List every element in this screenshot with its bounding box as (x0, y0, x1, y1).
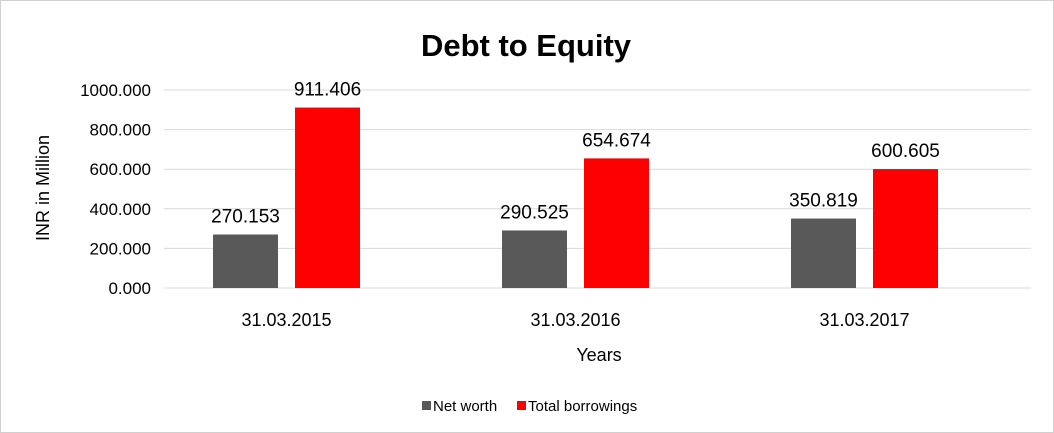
x-axis-categories: 31.03.2015 31.03.2016 31.03.2017 (241, 310, 909, 330)
bars (213, 107, 938, 288)
y-tick-label: 800.000 (90, 121, 151, 140)
data-label: 270.153 (211, 207, 280, 228)
legend-swatch (517, 401, 526, 410)
data-label: 290.525 (500, 202, 569, 223)
data-labels: 270.153 911.406 290.525 654.674 350.819 600.6… (211, 80, 940, 228)
bar-net-worth (791, 218, 856, 288)
bar-total-borrowings (295, 107, 360, 288)
bar-net-worth (502, 230, 567, 288)
legend-swatch (422, 401, 431, 410)
x-category-label: 31.03.2016 (530, 310, 620, 330)
y-tick-label: 600.000 (90, 160, 151, 179)
y-axis-ticks: 0.000 200.000 400.000 600.000 800.000 1000.00… (80, 81, 151, 298)
y-tick-label: 0.000 (108, 279, 151, 298)
y-tick-label: 1000.000 (80, 81, 151, 100)
bar-total-borrowings (873, 169, 938, 288)
data-label: 600.605 (871, 141, 940, 162)
y-axis-title: INR in Million (33, 135, 53, 241)
bar-total-borrowings (584, 158, 649, 288)
legend-label: Net worth (433, 398, 497, 415)
y-tick-label: 400.000 (90, 200, 151, 219)
x-category-label: 31.03.2015 (241, 310, 331, 330)
legend-label: Total borrowings (528, 398, 637, 415)
y-tick-label: 200.000 (90, 239, 151, 258)
data-label: 911.406 (294, 80, 361, 101)
x-axis-title: Years (576, 345, 621, 365)
chart-title: Debt to Equity (421, 28, 632, 63)
data-label: 350.819 (789, 191, 858, 212)
data-label: 654.674 (582, 130, 651, 151)
x-category-label: 31.03.2017 (819, 310, 909, 330)
legend: Net worth Total borrowings (422, 398, 637, 415)
bar-net-worth (213, 234, 278, 288)
